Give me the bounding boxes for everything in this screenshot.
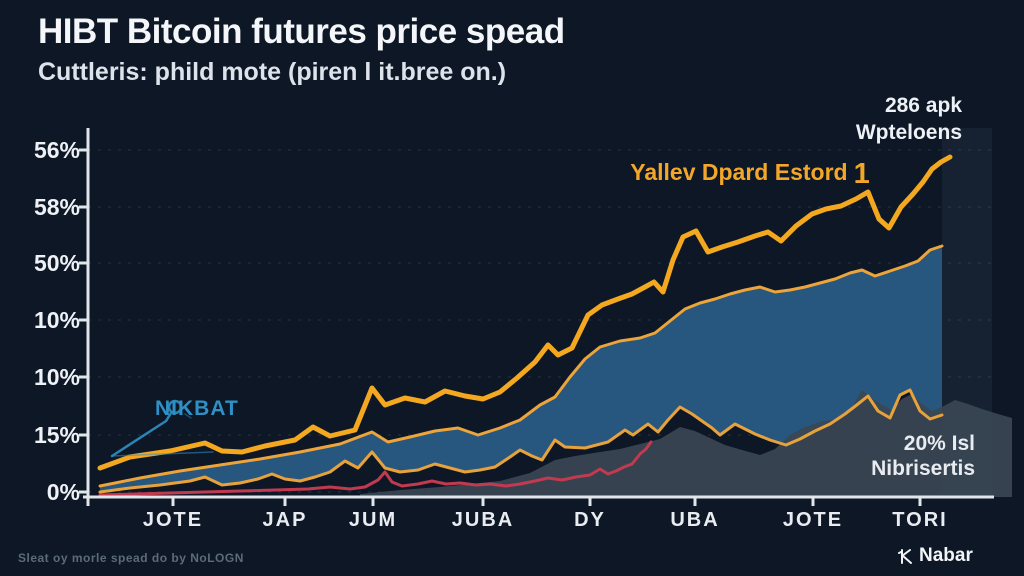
- x-tick-label: UBA: [670, 509, 720, 531]
- annotation-bottom-right: 20% Isl Nibrisertis: [835, 431, 975, 481]
- y-tick-label: 10%: [33, 364, 80, 390]
- annotation-series-label: Yallev Dpard Estord 1: [630, 158, 870, 190]
- annotation-nikbat-label: NIKBAT: [155, 397, 239, 420]
- page-subtitle: Cuttleris: phild mote (piren l it.bree o…: [38, 58, 507, 86]
- mid-orange-line: [98, 244, 944, 488]
- annotation-top-right: 286 apk Wpteloens: [822, 92, 962, 146]
- footer-brand: Nabar: [898, 545, 973, 567]
- gray-spread-area: [360, 390, 1012, 497]
- blue-spread-area: [100, 246, 942, 492]
- nikbat-pin-icon: [110, 399, 214, 458]
- y-tick-label: 58%: [33, 194, 80, 220]
- series-label-suffix: 1: [853, 158, 870, 190]
- annotation-top-right-line2: Wpteloens: [855, 121, 962, 144]
- x-tick-label: JUBA: [451, 509, 515, 531]
- y-tick-label: 0%: [46, 479, 80, 505]
- lower-orange-line: [98, 388, 944, 494]
- x-tick-label: JUM: [348, 509, 398, 531]
- annotation-bottom-right-line1: 20% Isl: [903, 432, 975, 455]
- x-tick-label: JAP: [262, 509, 308, 531]
- y-tick-label: 56%: [33, 137, 80, 163]
- x-tick-label: JOTE: [782, 509, 844, 531]
- red-series-line: [98, 440, 653, 497]
- nabar-logo-icon: [898, 548, 912, 564]
- y-tick-label: 10%: [33, 307, 80, 333]
- y-tick-label: 15%: [33, 422, 80, 448]
- x-tick-label: TORI: [892, 509, 948, 531]
- y-tick-label: 50%: [33, 250, 80, 276]
- main-orange-line: [97, 154, 953, 471]
- x-tick-label: JOTE: [142, 509, 204, 531]
- footer-source-text: Sleat oy morle spead do by NoLOGN: [18, 551, 244, 565]
- x-tick-label: DY: [574, 509, 606, 531]
- annotation-top-right-line1: 286 apk: [884, 94, 962, 117]
- page-title: HIBT Bitcoin futures price spead: [38, 12, 565, 51]
- annotation-bottom-right-line2: Nibrisertis: [871, 457, 975, 480]
- footer-brand-label: Nabar: [919, 545, 973, 566]
